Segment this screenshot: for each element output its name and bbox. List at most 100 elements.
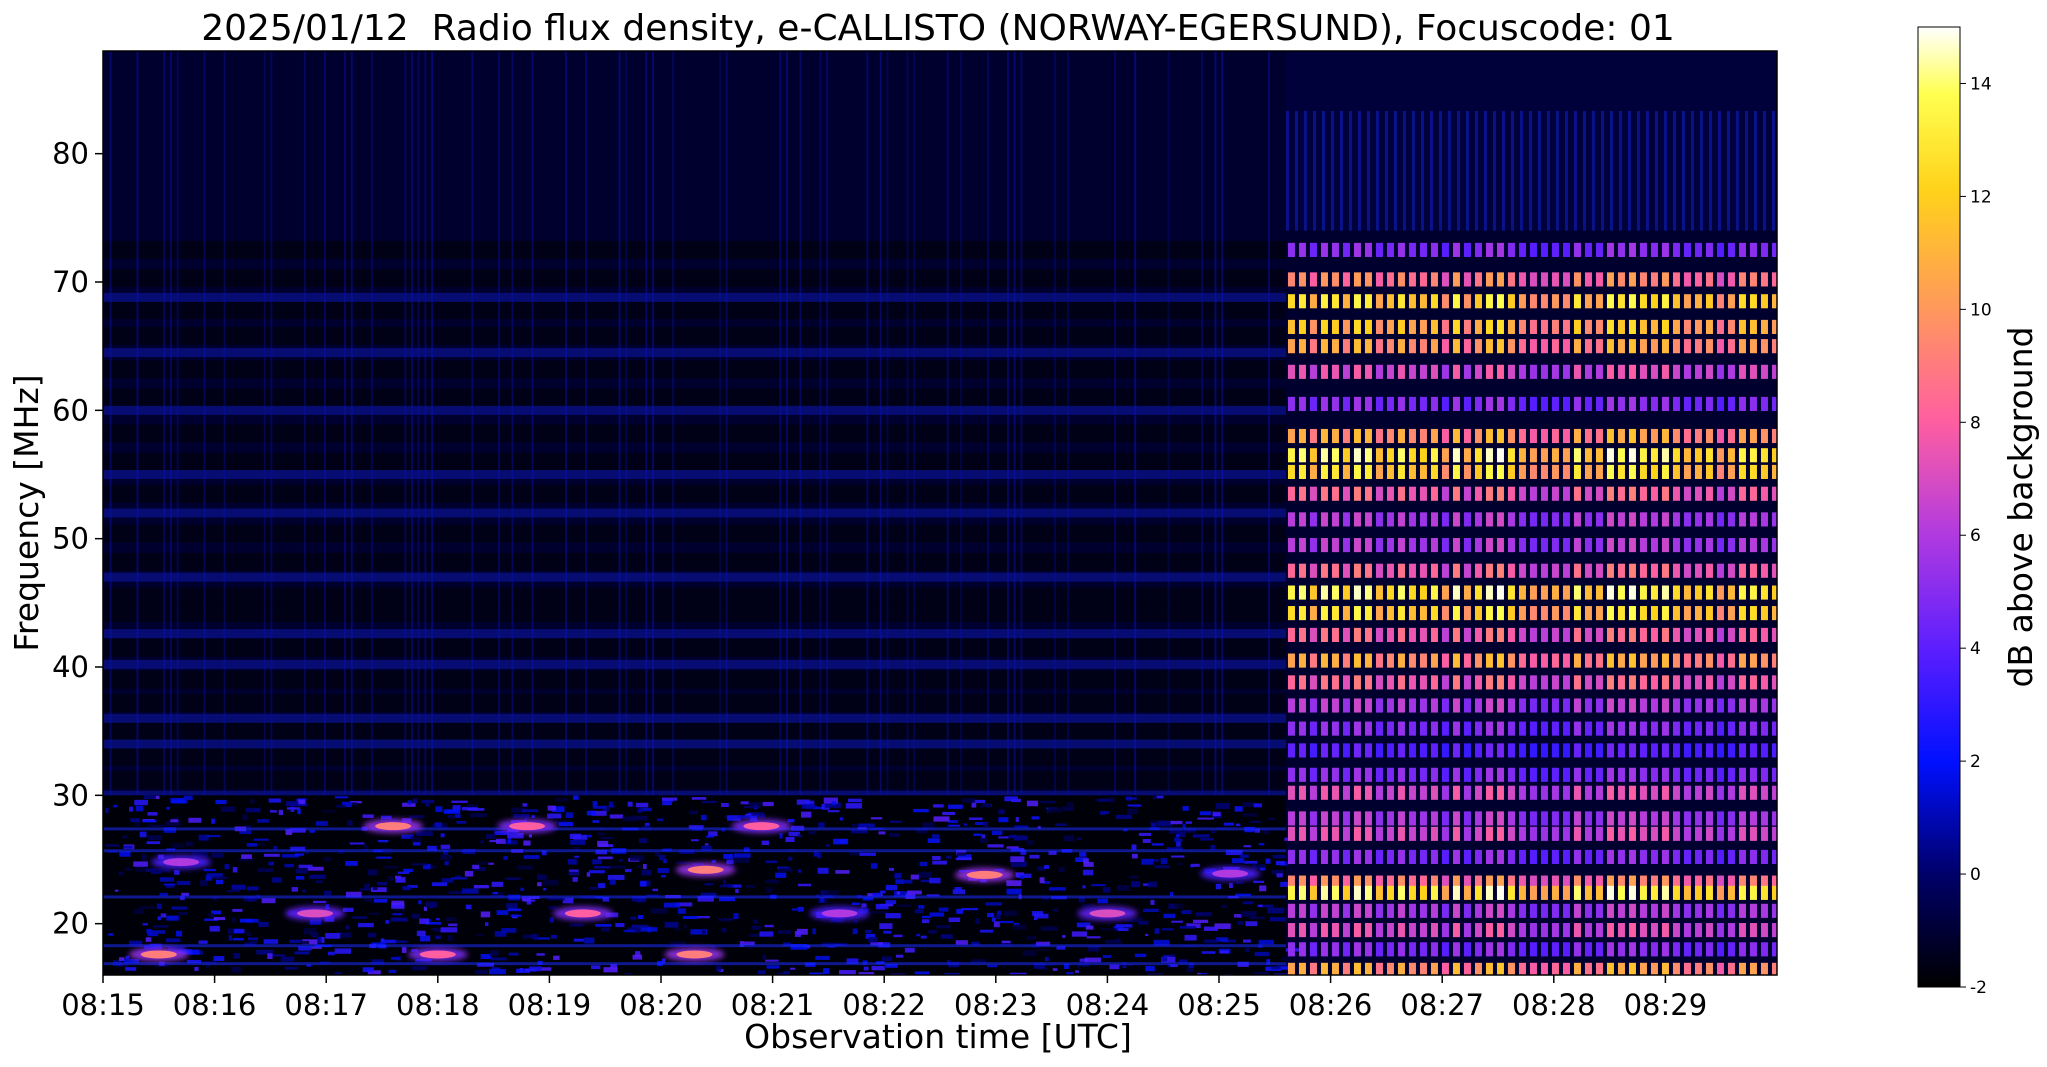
rfi-cell: [1771, 885, 1777, 900]
rfi-cell: [1529, 464, 1537, 479]
noise-speckle: [1266, 959, 1271, 966]
rfi-cell: [1628, 826, 1636, 841]
rfi-cell: [1727, 448, 1735, 463]
rfi-cell: [1683, 585, 1691, 600]
rfi-cell: [1518, 903, 1526, 918]
rfi-cell: [1386, 767, 1394, 782]
noise-speckle: [555, 820, 572, 824]
rfi-upper-streak: [1483, 111, 1487, 231]
noise-speckle: [691, 797, 707, 800]
rfi-cell: [1507, 923, 1515, 938]
rfi-cell: [1694, 319, 1702, 334]
rfi-cell: [1628, 675, 1636, 690]
rfi-cell: [1551, 811, 1559, 826]
noise-speckle: [885, 884, 898, 891]
rfi-cell: [1727, 486, 1735, 501]
noise-speckle: [812, 806, 824, 810]
noise-speckle: [872, 892, 882, 897]
rfi-cell: [1452, 721, 1460, 736]
rfi-cell: [1331, 606, 1339, 621]
rfi-cell: [1452, 585, 1460, 600]
noise-speckle: [363, 844, 368, 851]
texture-streak: [799, 51, 802, 796]
noise-speckle: [367, 869, 378, 876]
rfi-cell: [1738, 486, 1746, 501]
noise-speckle: [133, 861, 148, 867]
rfi-cell: [1320, 319, 1328, 334]
rfi-cell: [1430, 875, 1438, 890]
rfi-cell: [1518, 512, 1526, 527]
rfi-cell: [1562, 785, 1570, 800]
noise-speckle: [597, 840, 609, 847]
rfi-cell: [1463, 428, 1471, 444]
noise-speckle: [146, 928, 152, 934]
rfi-cell: [1353, 464, 1361, 479]
noise-speckle: [244, 942, 255, 946]
noise-speckle: [765, 860, 778, 864]
rfi-cell: [1683, 464, 1691, 479]
noise-speckle: [740, 801, 749, 805]
noise-speckle: [1131, 881, 1141, 888]
noise-speckle: [1010, 861, 1027, 868]
noise-speckle: [1276, 873, 1283, 878]
rfi-cell: [1705, 364, 1713, 379]
noise-speckle: [510, 914, 522, 917]
rfi-cell: [1320, 962, 1328, 975]
noise-speckle: [865, 929, 872, 934]
rfi-cell: [1320, 486, 1328, 501]
rfi-cell: [1430, 811, 1438, 826]
rfi-cell: [1441, 743, 1449, 758]
rfi-cell: [1705, 585, 1713, 600]
rfi-cell: [1672, 767, 1680, 782]
rfi-cell: [1342, 538, 1350, 553]
rfi-cell: [1496, 942, 1504, 957]
rfi-cell: [1320, 242, 1328, 257]
bright-channel-band: [103, 713, 1286, 723]
rfi-cell: [1507, 448, 1515, 463]
rfi-cell: [1474, 272, 1482, 287]
noise-speckle: [268, 861, 274, 866]
rfi-cell: [1551, 512, 1559, 527]
rfi-cell: [1749, 811, 1757, 826]
rfi-cell: [1716, 743, 1724, 758]
rfi-cell: [1749, 319, 1757, 334]
noise-speckle: [479, 840, 485, 844]
burst-point: [419, 950, 456, 959]
rfi-cell: [1529, 675, 1537, 690]
rfi-cell: [1683, 294, 1691, 309]
noise-speckle: [496, 910, 509, 915]
rfi-cell: [1760, 585, 1768, 600]
rfi-cell: [1518, 428, 1526, 444]
rfi-cell: [1705, 675, 1713, 690]
rfi-cell: [1606, 319, 1614, 334]
rfi-cell: [1441, 875, 1449, 890]
rfi-cell: [1287, 653, 1295, 668]
rfi-cell: [1419, 675, 1427, 690]
noise-speckle: [153, 925, 169, 928]
noise-speckle: [895, 954, 904, 958]
rfi-cell: [1573, 319, 1581, 334]
rfi-cell: [1595, 538, 1603, 553]
rfi-cell: [1540, 319, 1548, 334]
noise-speckle: [261, 898, 276, 904]
noise-speckle: [485, 833, 496, 839]
noise-speckle: [531, 815, 535, 818]
burst-point: [743, 822, 780, 831]
dark-channel-band: [103, 638, 1286, 657]
rfi-cell: [1683, 448, 1691, 463]
rfi-cell: [1606, 653, 1614, 668]
rfi-cell: [1529, 294, 1537, 309]
rfi-cell: [1584, 942, 1592, 957]
rfi-cell: [1771, 339, 1777, 354]
rfi-cell: [1771, 811, 1777, 826]
rfi-cell: [1705, 826, 1713, 841]
rfi-cell: [1386, 319, 1394, 334]
rfi-cell: [1331, 826, 1339, 841]
noise-speckle: [588, 870, 605, 874]
rfi-cell: [1617, 585, 1625, 600]
rfi-cell: [1727, 875, 1735, 890]
rfi-cell: [1639, 811, 1647, 826]
noise-speckle: [570, 839, 586, 845]
noise-speckle: [492, 891, 499, 895]
rfi-cell: [1298, 428, 1306, 444]
